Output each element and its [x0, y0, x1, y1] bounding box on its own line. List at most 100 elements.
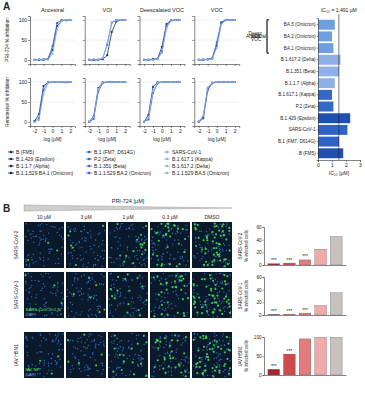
nucleus: [142, 358, 143, 359]
infected-cell: [199, 336, 201, 338]
group-bracket: [267, 20, 269, 53]
nucleus: [170, 361, 171, 362]
data-point: [120, 19, 122, 21]
nucleus: [29, 292, 30, 293]
nucleus: [95, 314, 96, 315]
tick-label: BA.5 (Omicron): [284, 22, 316, 27]
nucleus: [58, 340, 59, 341]
nucleus: [44, 376, 45, 377]
data-point: [143, 121, 145, 123]
nucleus: [133, 308, 134, 309]
nucleus: [83, 355, 84, 356]
legend-label: SARS-CoV-1: [172, 149, 201, 155]
nucleus: [57, 362, 58, 363]
data-point: [60, 81, 62, 83]
legend-item: B.1 (FM7, D614G): [86, 149, 135, 155]
nucleus: [131, 279, 132, 280]
nucleus: [185, 229, 186, 230]
nucleus: [181, 244, 182, 245]
nucleus: [167, 252, 168, 253]
tick-mark: [83, 102, 85, 103]
infected-cell: [178, 263, 180, 265]
data-point: [33, 120, 35, 122]
infected-cell: [141, 253, 143, 255]
nucleus: [40, 239, 41, 240]
nucleus: [128, 286, 129, 287]
data-point: [161, 81, 163, 83]
nucleus: [177, 295, 178, 296]
nucleus: [115, 354, 116, 355]
nucleus: [188, 362, 189, 363]
nucleus: [39, 242, 40, 243]
infected-cell: [140, 363, 142, 365]
series-line: [144, 20, 180, 60]
data-point: [42, 85, 44, 87]
infected-cell: [164, 225, 166, 227]
nucleus: [218, 227, 219, 228]
nucleus: [177, 273, 178, 274]
nucleus: [183, 338, 184, 339]
tick-mark: [35, 64, 36, 66]
nucleus: [212, 243, 213, 244]
tick: 100: [19, 79, 30, 85]
infected-cell: [179, 279, 181, 281]
nucleus: [111, 361, 112, 362]
nucleus: [118, 241, 119, 242]
infected-cell: [179, 276, 181, 278]
data-point: [165, 23, 167, 25]
nucleus: [103, 345, 104, 346]
tick-mark: [28, 40, 30, 41]
infected-cell: [125, 255, 127, 257]
grid-line: [85, 122, 130, 123]
infected-cell: [174, 366, 176, 368]
nucleus: [126, 280, 127, 281]
tick-mark: [317, 129, 319, 130]
data-point: [179, 81, 181, 83]
data-point: [51, 81, 53, 83]
nucleus: [75, 273, 76, 274]
tick-label: 0: [317, 162, 320, 168]
infected-cell: [69, 230, 71, 232]
grid-line: [140, 40, 185, 41]
tick: [138, 40, 140, 41]
nucleus: [81, 231, 82, 232]
infected-cell: [196, 366, 198, 368]
nucleus: [139, 295, 140, 296]
infected-cell: [208, 294, 210, 296]
infected-cell: [227, 263, 229, 265]
nucleus: [218, 309, 219, 310]
nucleus: [26, 264, 27, 265]
axis-line: [317, 19, 319, 161]
grid-line: [85, 40, 130, 41]
nucleus: [110, 273, 111, 274]
infected-cell: [214, 225, 216, 227]
infected-cell: [103, 308, 105, 310]
nucleus: [168, 371, 169, 372]
nucleus: [41, 274, 42, 275]
nucleus: [230, 316, 231, 317]
nucleus: [77, 348, 78, 349]
nucleus: [170, 341, 171, 342]
nucleus: [143, 288, 144, 289]
infected-cell: [145, 299, 147, 301]
infected-cell: [214, 297, 216, 299]
nucleus: [50, 358, 51, 359]
nucleus: [140, 283, 141, 284]
nucleus: [197, 294, 198, 295]
group-bracket: [267, 20, 269, 53]
nucleus: [71, 311, 72, 312]
infected-cell: [217, 305, 219, 307]
nucleus: [39, 230, 40, 231]
micrograph: [66, 272, 106, 318]
nucleus: [214, 332, 215, 333]
legend-swatch: [166, 158, 169, 161]
nucleus: [158, 307, 159, 308]
tick-mark: [83, 82, 85, 83]
nucleus: [40, 230, 41, 231]
infected-cell: [194, 227, 196, 229]
data-point: [69, 19, 71, 21]
infected-cell: [180, 279, 182, 281]
nucleus: [78, 291, 79, 292]
tick: [138, 82, 140, 83]
infected-cell: [140, 243, 142, 245]
